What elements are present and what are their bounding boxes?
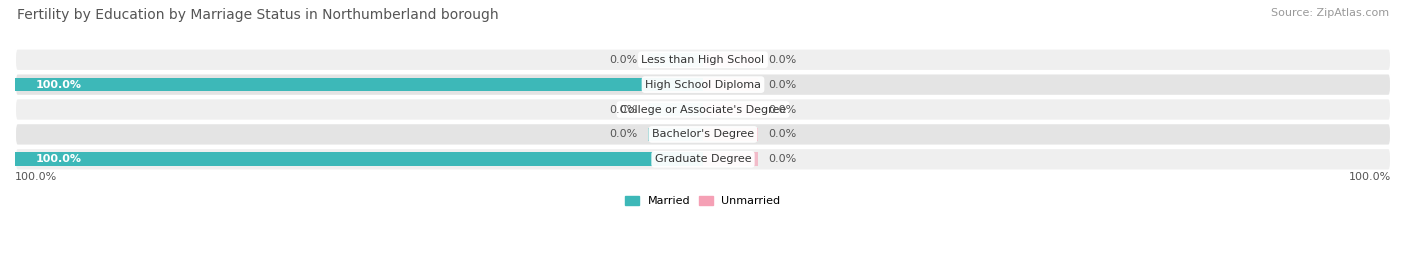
Text: 0.0%: 0.0% xyxy=(768,129,797,139)
Legend: Married, Unmarried: Married, Unmarried xyxy=(626,196,780,206)
FancyBboxPatch shape xyxy=(15,73,1391,96)
Text: College or Associate's Degree: College or Associate's Degree xyxy=(620,105,786,115)
Text: High School Diploma: High School Diploma xyxy=(645,80,761,90)
Bar xyxy=(15,78,703,91)
Text: 100.0%: 100.0% xyxy=(35,154,82,164)
FancyBboxPatch shape xyxy=(15,48,1391,71)
Text: Fertility by Education by Marriage Status in Northumberland borough: Fertility by Education by Marriage Statu… xyxy=(17,8,499,22)
Bar xyxy=(703,128,758,141)
Text: 0.0%: 0.0% xyxy=(768,154,797,164)
Text: Bachelor's Degree: Bachelor's Degree xyxy=(652,129,754,139)
FancyBboxPatch shape xyxy=(15,148,1391,171)
Text: 100.0%: 100.0% xyxy=(1348,172,1391,182)
Bar xyxy=(703,103,758,116)
Bar xyxy=(648,53,703,66)
Text: 0.0%: 0.0% xyxy=(609,105,638,115)
Text: 0.0%: 0.0% xyxy=(768,55,797,65)
Bar xyxy=(703,53,758,66)
Text: 0.0%: 0.0% xyxy=(609,129,638,139)
Bar xyxy=(648,103,703,116)
Bar xyxy=(15,153,703,166)
Text: Source: ZipAtlas.com: Source: ZipAtlas.com xyxy=(1271,8,1389,18)
Text: 100.0%: 100.0% xyxy=(15,172,58,182)
Text: 0.0%: 0.0% xyxy=(768,105,797,115)
Text: Graduate Degree: Graduate Degree xyxy=(655,154,751,164)
FancyBboxPatch shape xyxy=(15,123,1391,146)
Text: Less than High School: Less than High School xyxy=(641,55,765,65)
Text: 0.0%: 0.0% xyxy=(768,80,797,90)
FancyBboxPatch shape xyxy=(15,98,1391,121)
Text: 100.0%: 100.0% xyxy=(35,80,82,90)
Text: 0.0%: 0.0% xyxy=(609,55,638,65)
Bar xyxy=(703,78,758,91)
Bar xyxy=(648,128,703,141)
Bar xyxy=(703,153,758,166)
